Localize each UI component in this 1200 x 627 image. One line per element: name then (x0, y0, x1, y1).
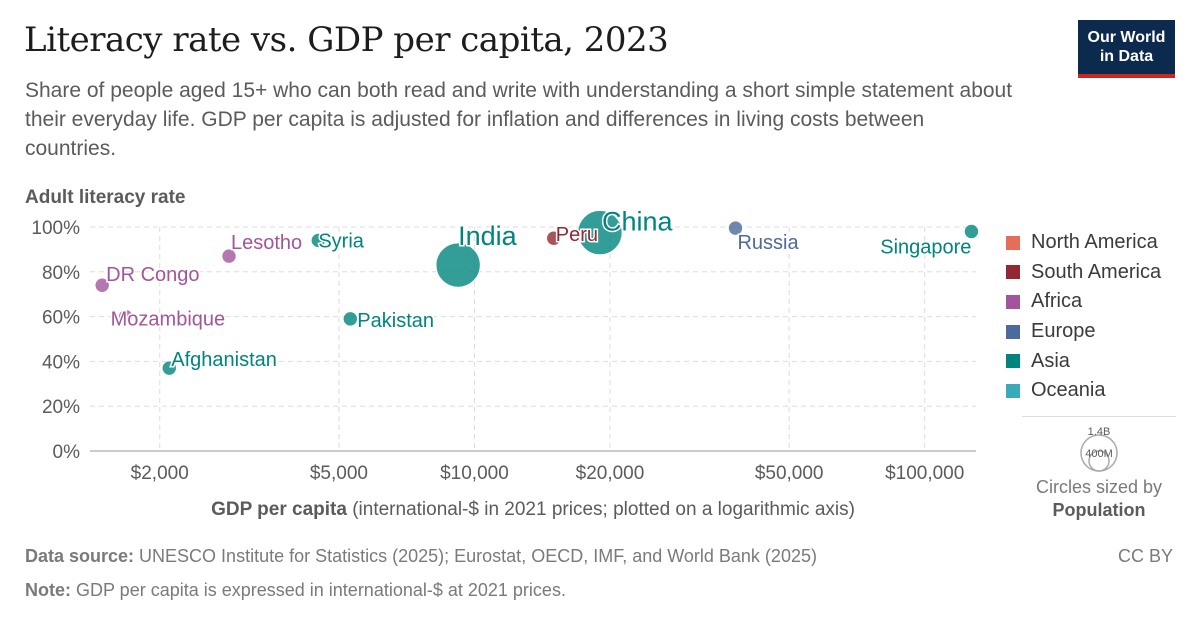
logo-line-2: in Data (1099, 48, 1154, 65)
x-tick-label: $20,000 (576, 463, 645, 484)
x-axis-title: GDP per capita (international-$ in 2021 … (211, 499, 855, 520)
y-tick-label: 60% (42, 308, 80, 329)
label-pakistan: Pakistan (357, 310, 434, 332)
y-axis-ticks: 0% 20% 40% 60% 80% 100% (31, 218, 80, 463)
point-dr-congo[interactable] (94, 277, 110, 293)
legend-swatch (1006, 324, 1020, 339)
legend-item-oceania[interactable]: Oceania (1006, 376, 1161, 406)
chart-subtitle: Share of people aged 15+ who can both re… (25, 79, 1013, 160)
y-tick-label: 0% (53, 442, 81, 463)
legend-item-africa[interactable]: Africa (1006, 287, 1161, 317)
x-axis-title-rest: (international-$ in 2021 prices; plotted… (347, 499, 855, 520)
x-tick-label: $100,000 (885, 463, 964, 484)
y-tick-label: 20% (42, 397, 80, 418)
logo-line-1: Our World (1087, 29, 1166, 46)
x-tick-label: $50,000 (755, 463, 824, 484)
y-axis-title: Adult literacy rate (25, 187, 186, 208)
size-legend-caption-text: Circles sized by (1035, 477, 1163, 497)
note-label: Note: (25, 580, 71, 600)
point-peru[interactable] (546, 230, 562, 246)
size-legend-value-small: 400M (1085, 448, 1113, 460)
point-mozambique[interactable] (118, 309, 133, 324)
y-tick-label: 40% (42, 352, 80, 373)
point-syria[interactable] (311, 233, 326, 248)
label-dr-congo: DR Congo (106, 264, 199, 286)
x-tick-label: $10,000 (440, 463, 509, 484)
point-china[interactable] (577, 210, 623, 255)
x-tick-label: $2,000 (131, 463, 189, 484)
size-legend: 1.4B 400M Circles sized by Population (1022, 424, 1176, 522)
point-india[interactable] (435, 242, 481, 288)
data-points (94, 210, 979, 376)
x-axis-ticks: $2,000 $5,000 $10,000 $20,000 $50,000 $100,00… (131, 463, 965, 484)
legend-label: Oceania (1031, 379, 1106, 402)
legend-divider (1022, 416, 1176, 417)
x-tick-label: $5,000 (310, 463, 368, 484)
legend-swatch (1006, 235, 1020, 250)
label-afghanistan: Afghanistan (171, 349, 277, 371)
legend-label: South America (1031, 260, 1162, 283)
legend-swatch (1006, 383, 1020, 398)
label-india: India (458, 221, 518, 251)
label-peru: Peru (556, 224, 598, 246)
point-afghanistan[interactable] (161, 360, 177, 376)
legend-swatch (1006, 294, 1020, 309)
legend-label: North America (1031, 231, 1158, 254)
point-lesotho[interactable] (221, 248, 237, 264)
grid-lines (90, 226, 976, 452)
legend-swatch (1006, 354, 1020, 369)
y-tick-label: 100% (31, 218, 80, 239)
label-syria: Syria (318, 230, 364, 252)
legend-item-europe[interactable]: Europe (1006, 317, 1161, 347)
size-circle-small (1088, 450, 1110, 472)
color-legend: North America South America Africa Europe As… (1006, 228, 1161, 406)
legend-item-south-america[interactable]: South America (1006, 258, 1161, 288)
legend-item-asia[interactable]: Asia (1006, 346, 1161, 376)
size-legend-caption: Circles sized by Population (1022, 476, 1176, 522)
point-pakistan[interactable] (343, 311, 358, 327)
data-source: Data source: UNESCO Institute for Statis… (25, 546, 817, 567)
legend-label: Europe (1031, 320, 1096, 343)
size-legend-circles: 1.4B 400M (1080, 426, 1118, 472)
point-singapore[interactable] (964, 224, 979, 239)
note-text: GDP per capita is expressed in internati… (71, 580, 566, 600)
legend-item-north-america[interactable]: North America (1006, 228, 1161, 258)
y-tick-label: 80% (42, 263, 80, 284)
size-legend-value-large: 1.4B (1088, 426, 1111, 438)
owid-logo[interactable]: Our World in Data (1078, 20, 1175, 78)
x-axis-title-bold: GDP per capita (211, 499, 347, 520)
legend-label: Africa (1031, 290, 1083, 313)
legend-swatch (1006, 265, 1020, 280)
source-text[interactable]: UNESCO Institute for Statistics (2025); … (134, 546, 817, 566)
label-singapore: Singapore (880, 236, 971, 258)
point-russia[interactable] (728, 220, 743, 236)
legend-label: Asia (1031, 349, 1070, 372)
size-legend-variable: Population (1052, 500, 1146, 520)
label-china: China (602, 207, 674, 237)
label-russia: Russia (737, 232, 799, 254)
label-lesotho: Lesotho (231, 232, 302, 254)
chart-title: Literacy rate vs. GDP per capita, 2023 (24, 20, 669, 60)
point-labels: India China Lesotho Syria Peru Russia Singapor… (105, 205, 973, 373)
license-link[interactable]: CC BY (1117, 546, 1173, 566)
chart-note: Note: GDP per capita is expressed in int… (25, 580, 566, 601)
source-label: Data source: (25, 546, 135, 566)
label-mozambique: Mozambique (111, 309, 226, 331)
